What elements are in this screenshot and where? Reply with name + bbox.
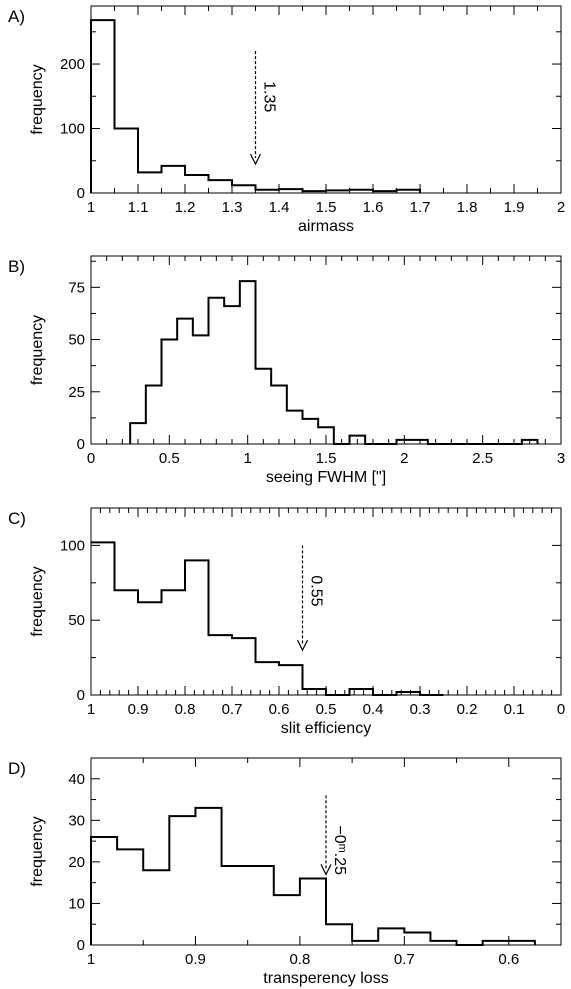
histogram-outline [90,19,421,193]
y-axis-label: frequency [29,315,46,385]
panel-label: C) [8,509,26,528]
y-tick-label: 50 [68,612,85,629]
y-tick-label: 75 [68,279,85,296]
annotation-label: 0.55 [308,575,325,606]
y-tick-label: 100 [60,537,85,554]
x-tick-label: 0.8 [289,951,310,968]
y-axis-label: frequency [29,816,46,886]
y-tick-label: 10 [68,895,85,912]
annotation-arrowhead [296,639,309,652]
x-tick-label: 0.5 [159,450,180,467]
annotation-label: −0ᵐ.25 [331,825,348,875]
y-axis-label: frequency [29,566,46,636]
y-tick-label: 25 [68,384,85,401]
x-tick-label: 0.6 [498,951,519,968]
x-tick-label: 2 [557,199,565,216]
x-tick-label: 1 [243,450,251,467]
y-tick-label: 20 [68,854,85,871]
annotation-arrowhead [249,153,262,166]
x-tick-label: 0.2 [457,701,478,718]
x-tick-label: 1.7 [410,199,431,216]
y-tick-label: 50 [68,332,85,349]
y-tick-label: 30 [68,812,85,829]
histogram-outline [90,806,536,946]
x-tick-label: 1.6 [363,199,384,216]
x-tick-label: 0.1 [504,701,525,718]
y-tick-label: 0 [77,687,85,704]
x-tick-label: 1.1 [128,199,149,216]
x-tick-label: 1 [87,701,95,718]
x-tick-label: 0.5 [316,701,337,718]
panel-label: D) [8,759,26,778]
y-tick-label: 200 [60,56,85,73]
histogram-outline [129,280,539,445]
x-tick-label: 1 [87,199,95,216]
x-tick-label: 0.8 [175,701,196,718]
panel-label: A) [8,7,25,26]
x-tick-label: 0.7 [394,951,415,968]
x-tick-label: 1 [87,951,95,968]
y-tick-label: 0 [77,436,85,453]
x-tick-label: 1.5 [316,199,337,216]
histogram-outline [91,541,444,696]
x-tick-label: 0 [557,701,565,718]
x-tick-label: 0.3 [410,701,431,718]
x-tick-label: 0.9 [128,701,149,718]
annotation-label: 1.35 [261,81,278,112]
x-tick-label: 0.9 [185,951,206,968]
x-tick-label: 1.3 [222,199,243,216]
y-tick-label: 100 [60,121,85,138]
x-tick-label: 0.7 [222,701,243,718]
x-tick-label: 1.9 [504,199,525,216]
x-tick-label: 1.2 [175,199,196,216]
x-axis-label: airmass [298,218,354,235]
x-axis-label: slit efficiency [281,720,371,737]
x-tick-label: 2 [400,450,408,467]
x-tick-label: 0 [87,450,95,467]
x-tick-label: 0.6 [269,701,290,718]
x-axis-label: seeing FWHM ["] [266,469,386,486]
panel-label: B) [8,257,25,276]
x-tick-label: 1.8 [457,199,478,216]
x-tick-label: 1.5 [316,450,337,467]
y-axis-label: frequency [29,64,46,134]
x-axis-label: transperency loss [263,970,388,987]
y-tick-label: 40 [68,771,85,788]
y-tick-label: 0 [77,937,85,954]
x-tick-label: 2.5 [472,450,493,467]
annotation-arrowhead [320,864,332,876]
x-tick-label: 0.4 [363,701,384,718]
x-tick-label: 3 [557,450,565,467]
x-tick-label: 1.4 [269,199,290,216]
y-tick-label: 0 [77,185,85,202]
